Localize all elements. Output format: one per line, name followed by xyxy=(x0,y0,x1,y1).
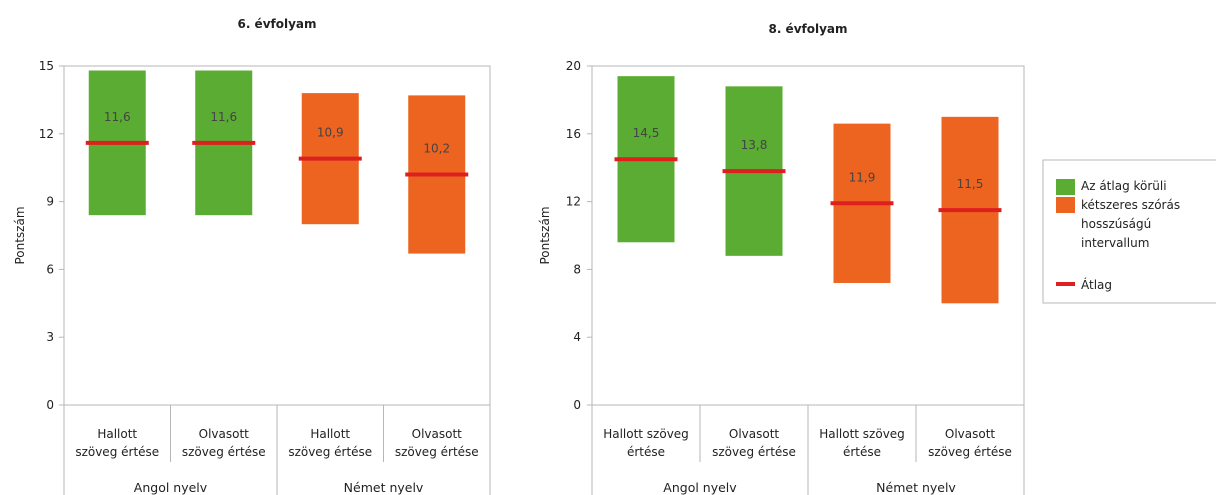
y-tick-label: 16 xyxy=(566,127,581,141)
legend-interval-label: kétszeres szórás xyxy=(1081,198,1180,212)
y-tick-label: 9 xyxy=(46,195,54,209)
category-label: szöveg értése xyxy=(395,445,479,459)
category-label: Hallott szöveg xyxy=(603,427,689,441)
value-label: 11,6 xyxy=(104,110,131,124)
legend-interval-label: Az átlag körüli xyxy=(1081,179,1167,193)
category-label: szöveg értése xyxy=(182,445,266,459)
value-label: 13,8 xyxy=(741,138,768,152)
y-tick-label: 0 xyxy=(573,398,581,412)
legend-swatch-green xyxy=(1056,179,1075,195)
category-label: Hallott szöveg xyxy=(819,427,905,441)
value-label: 11,5 xyxy=(957,177,984,191)
legend-interval-label: intervallum xyxy=(1081,236,1149,250)
group-label: Angol nyelv xyxy=(134,480,208,495)
y-tick-label: 20 xyxy=(566,59,581,73)
category-label: értése xyxy=(627,445,665,459)
legend-interval-label: hosszúságú xyxy=(1081,217,1151,231)
y-tick-label: 4 xyxy=(573,330,581,344)
chart-legend: Az átlag körüli kétszeres szórás hosszúság… xyxy=(1042,159,1216,304)
category-label: szöveg értése xyxy=(75,445,159,459)
chart-title: 8. évfolyam xyxy=(768,22,847,36)
category-label: Olvasott xyxy=(945,427,996,441)
value-label: 11,6 xyxy=(210,110,237,124)
y-tick-label: 6 xyxy=(46,262,54,276)
y-tick-label: 0 xyxy=(46,398,54,412)
y-axis-label: Pontszám xyxy=(538,206,552,264)
group-label: Német nyelv xyxy=(344,480,424,495)
y-tick-label: 15 xyxy=(39,59,54,73)
chart-title: 6. évfolyam xyxy=(237,17,316,31)
value-label: 11,9 xyxy=(849,170,876,184)
y-tick-label: 3 xyxy=(46,330,54,344)
category-label: értése xyxy=(843,445,881,459)
value-label: 10,9 xyxy=(317,126,344,140)
category-label: Olvasott xyxy=(729,427,780,441)
y-tick-label: 12 xyxy=(39,127,54,141)
legend-mean-label: Átlag xyxy=(1081,277,1112,292)
legend-swatch-orange xyxy=(1056,197,1075,213)
value-label: 14,5 xyxy=(633,126,660,140)
group-label: Német nyelv xyxy=(876,480,956,495)
chart-panel-6-evfolyam: 6. évfolyam 0 3 6 9 12 15 Pontszám 11,6 Hallott sz… xyxy=(13,17,491,495)
category-label: Olvasott xyxy=(199,427,250,441)
chart-panel-8-evfolyam: 8. évfolyam 0 4 8 12 16 20 Pontszám 14,5 Hallott … xyxy=(538,22,1025,495)
value-label: 10,2 xyxy=(423,141,450,155)
category-label: szöveg értése xyxy=(712,445,796,459)
category-label: szöveg értése xyxy=(928,445,1012,459)
category-label: Hallott xyxy=(97,427,137,441)
group-label: Angol nyelv xyxy=(663,480,737,495)
category-label: Hallott xyxy=(310,427,350,441)
y-tick-label: 12 xyxy=(566,195,581,209)
category-label: Olvasott xyxy=(412,427,463,441)
category-label: szöveg értése xyxy=(288,445,372,459)
y-axis-label: Pontszám xyxy=(13,206,27,264)
y-tick-label: 8 xyxy=(573,262,581,276)
